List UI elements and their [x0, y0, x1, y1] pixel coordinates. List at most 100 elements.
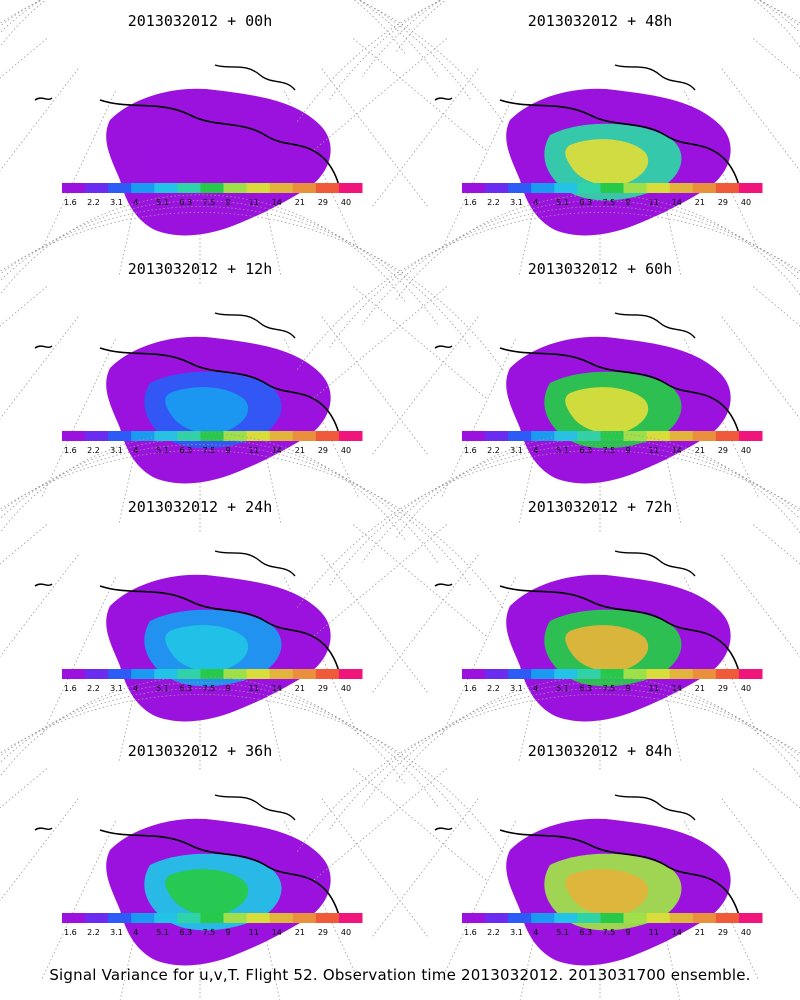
colorbar-swatch — [246, 913, 271, 923]
colorbar-swatch — [85, 183, 109, 193]
colorbar-swatch — [531, 183, 555, 193]
panel-title: 2013032012 + 00h — [128, 12, 273, 30]
colorbar-label: 21 — [695, 928, 705, 937]
colorbar-label: 21 — [295, 198, 305, 207]
coastline — [34, 827, 53, 831]
colorbar-swatch — [554, 669, 578, 679]
colorbar-swatch — [154, 913, 178, 923]
longitude-line — [41, 339, 116, 499]
colorbar-label: 40 — [341, 446, 351, 455]
colorbar-swatch — [577, 431, 601, 441]
colorbar-swatch — [62, 431, 86, 441]
map-panel: 2013032012 + 36h 1.6 2.2 3.1 4 5.1 6.3 7.5 9 11 14… — [0, 676, 504, 1000]
colorbar-swatch — [177, 913, 201, 923]
colorbar-swatch — [600, 913, 625, 923]
variance-field — [165, 387, 249, 434]
colorbar-label: 3.1 — [110, 684, 123, 693]
map-area — [0, 0, 504, 285]
colorbar-label: 5.1 — [156, 446, 169, 455]
colorbar-swatch — [692, 913, 717, 923]
colorbar-label: 9 — [226, 446, 231, 455]
colorbar-swatch — [692, 669, 717, 679]
colorbar-label: 29 — [718, 684, 728, 693]
colorbar-label: 5.1 — [556, 684, 569, 693]
colorbar-label: 11 — [249, 198, 259, 207]
colorbar-swatch — [485, 669, 509, 679]
colorbar-label: 6.3 — [579, 928, 592, 937]
colorbar-label: 4 — [533, 928, 538, 937]
longitude-line — [312, 38, 448, 152]
colorbar-label: 14 — [272, 446, 282, 455]
colorbar-swatch — [200, 669, 225, 679]
longitude-line — [352, 38, 488, 152]
colorbar-swatch — [154, 431, 178, 441]
longitude-line — [321, 316, 429, 456]
colorbar-label: 11 — [649, 928, 659, 937]
latitude-line — [362, 0, 800, 77]
colorbar-label: 14 — [672, 446, 682, 455]
latitude-line — [394, 194, 800, 302]
colorbar-swatch — [554, 183, 578, 193]
colorbar-label: 21 — [295, 928, 305, 937]
map-area — [0, 432, 504, 771]
colorbar-label: 6.3 — [179, 684, 192, 693]
latitude-line — [362, 438, 800, 563]
colorbar-label: 4 — [133, 928, 138, 937]
longitude-line — [0, 68, 79, 172]
latitude-line — [394, 0, 800, 54]
coastline — [99, 99, 341, 191]
colorbar-label: 21 — [295, 684, 305, 693]
colorbar-swatch — [692, 183, 717, 193]
colorbar-label: 29 — [318, 446, 328, 455]
colorbar-label: 6.3 — [579, 198, 592, 207]
panel-title: 2013032012 + 60h — [528, 260, 673, 278]
colorbar-label: 21 — [695, 198, 705, 207]
colorbar-swatch — [269, 431, 294, 441]
longitude-line — [0, 316, 79, 420]
colorbar-swatch — [738, 431, 763, 441]
colorbar-swatch — [292, 669, 317, 679]
colorbar-swatch — [338, 669, 363, 679]
colorbar-label: 2.2 — [487, 198, 500, 207]
colorbar-swatch — [338, 913, 363, 923]
longitude-line — [352, 524, 488, 638]
colorbar-label: 6.3 — [579, 684, 592, 693]
colorbar-swatch — [315, 669, 340, 679]
colorbar-swatch — [269, 669, 294, 679]
colorbar: 1.6 2.2 3.1 4 5.1 6.3 7.5 9 11 14 21 29 40 — [62, 913, 363, 937]
latitude-line — [0, 206, 471, 348]
latitude-line — [329, 688, 800, 830]
colorbar-label: 11 — [249, 928, 259, 937]
coastline — [214, 550, 296, 577]
colorbar-label: 29 — [318, 684, 328, 693]
colorbar-swatch — [692, 431, 717, 441]
colorbar-swatch — [269, 183, 294, 193]
colorbar: 1.6 2.2 3.1 4 5.1 6.3 7.5 9 11 14 21 29 40 — [462, 183, 763, 207]
colorbar-swatch — [462, 669, 486, 679]
colorbar-swatch — [462, 913, 486, 923]
colorbar-label: 2.2 — [487, 928, 500, 937]
latitude-line — [0, 676, 406, 784]
colorbar-swatch — [623, 431, 648, 441]
colorbar-label: 6.3 — [179, 928, 192, 937]
map-area — [296, 0, 800, 285]
colorbar-label: 21 — [695, 684, 705, 693]
colorbar-swatch — [531, 669, 555, 679]
colorbar-swatch — [108, 431, 132, 441]
colorbar-label: 9 — [226, 684, 231, 693]
colorbar-label: 1.6 — [64, 198, 77, 207]
colorbar-label: 11 — [249, 446, 259, 455]
map-panel: 2013032012 + 72h 1.6 2.2 3.1 4 5.1 6.3 7.5 9 11 14… — [296, 432, 800, 771]
colorbar-label: 14 — [272, 684, 282, 693]
colorbar-swatch — [131, 431, 155, 441]
colorbar-label: 14 — [272, 928, 282, 937]
colorbar-swatch — [623, 183, 648, 193]
latitude-line — [329, 444, 800, 586]
longitude-line — [0, 38, 48, 79]
colorbar-label: 7.5 — [602, 198, 615, 207]
latitude-line — [0, 682, 438, 807]
colorbar-label: 3.1 — [510, 198, 523, 207]
longitude-line — [721, 798, 800, 902]
colorbar-label: 21 — [695, 446, 705, 455]
